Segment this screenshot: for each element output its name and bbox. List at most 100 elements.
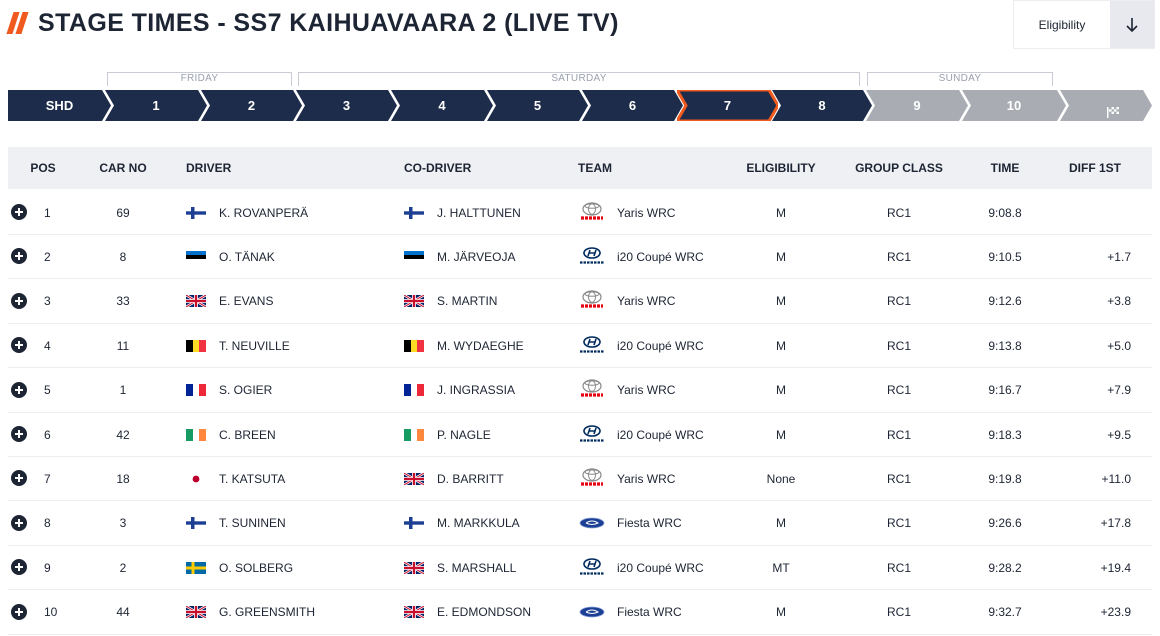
stage-tab-finish[interactable] [1060, 90, 1152, 121]
car-number: 42 [116, 427, 130, 442]
diff-first-cell: +3.8 [1058, 280, 1131, 323]
stage-time: 9:10.5 [988, 249, 1022, 264]
team-name: Yaris WRC [617, 205, 676, 220]
team-name-cell: Yaris WRC [578, 280, 728, 323]
team-name: Fiesta WRC [617, 516, 682, 531]
position-cell: 10 [44, 591, 74, 634]
codriver-name: S. MARTIN [437, 294, 498, 309]
table-row[interactable]: 5 1 S. OGIER J. INGRASSIA Yaris WRC M RC1 9:16.… [8, 369, 1152, 413]
group-class-cell: RC1 [844, 369, 954, 412]
car-number: 33 [116, 294, 130, 309]
table-row[interactable]: 8 3 T. SUNINEN M. MARKKULA Fiesta WRC M RC1 9:2… [8, 502, 1152, 546]
position-cell: 5 [44, 369, 74, 412]
expand-row-icon[interactable] [11, 337, 27, 354]
toyota-logo-icon [578, 201, 617, 224]
team-name: Yaris WRC [617, 471, 676, 486]
eligibility: M [776, 205, 786, 220]
toyota-logo-icon [578, 468, 617, 490]
expand-row-icon[interactable] [11, 514, 27, 531]
codriver-name-cell: S. MARTIN [404, 280, 574, 323]
stage-tab-shd[interactable]: SHD [8, 90, 111, 121]
table-row[interactable]: 4 11 T. NEUVILLE M. WYDAEGHE i20 Coupé WRC M R… [8, 324, 1152, 369]
table-row[interactable]: 3 33 E. EVANS S. MARTIN Yaris WRC M RC1 9:12.6 +… [8, 280, 1152, 324]
stage-tab-3[interactable]: 3 [296, 90, 397, 121]
eligibility-cell: M [730, 413, 832, 456]
table-row[interactable]: 2 8 O. TÄNAK M. JÄRVEOJA i20 Coupé WRC M RC1 9:… [8, 235, 1152, 280]
position-cell: 6 [44, 413, 74, 456]
expand-row-icon[interactable] [11, 603, 27, 620]
eligibility-cell: M [730, 369, 832, 412]
table-row[interactable]: 7 18 T. KATSUTA D. BARRITT Yaris WRC None RC1 9… [8, 457, 1152, 502]
car-number-cell: 42 [88, 413, 158, 456]
expand-row-icon[interactable] [11, 470, 27, 487]
toyota-logo-icon [578, 379, 617, 401]
group-class-cell: RC1 [844, 235, 954, 278]
table-row[interactable]: 9 2 O. SOLBERG S. MARSHALL i20 Coupé WRC MT RC… [8, 546, 1152, 591]
team-name-cell: Yaris WRC [578, 191, 728, 234]
expand-row-icon[interactable] [11, 292, 27, 309]
car-number: 11 [116, 338, 130, 353]
stage-time: 9:12.6 [988, 294, 1022, 309]
stage-tab-8[interactable]: 8 [772, 90, 872, 121]
group-class: RC1 [886, 338, 911, 353]
uk-flag-icon [186, 295, 219, 308]
car-number: 1 [119, 383, 127, 398]
codriver-name-cell: S. MARSHALL [404, 546, 574, 589]
stage-time: 9:08.8 [988, 205, 1022, 220]
position: 2 [44, 249, 51, 264]
driver-name: G. GREENSMITH [219, 605, 316, 620]
codriver-name: S. MARSHALL [437, 560, 517, 575]
stage-tab-9[interactable]: 9 [866, 90, 968, 121]
stage-tab-2[interactable]: 2 [201, 90, 302, 121]
stage-tab-7[interactable]: 7 [677, 90, 778, 121]
diff-first-cell: +1.7 [1058, 235, 1131, 278]
eligibility-filter[interactable]: Eligibility [1013, 0, 1155, 49]
group-class: RC1 [886, 605, 911, 620]
codriver-name-cell: M. WYDAEGHE [404, 324, 574, 367]
stage-tab-10[interactable]: 10 [962, 90, 1066, 121]
ford-logo-icon [578, 601, 617, 623]
stage-time: 9:28.2 [988, 560, 1022, 575]
estonia-flag-icon [186, 250, 219, 263]
table-row[interactable]: 6 42 C. BREEN P. NAGLE i20 Coupé WRC M RC1 9:18… [8, 413, 1152, 457]
eligibility: M [776, 605, 786, 620]
expand-row-icon[interactable] [11, 559, 27, 576]
eligibility-filter-label[interactable]: Eligibility [1014, 1, 1110, 48]
eligibility: M [776, 427, 786, 442]
stage-tab-1[interactable]: 1 [105, 90, 207, 121]
day-label-saturday: SATURDAY [298, 72, 860, 86]
position: 1 [44, 205, 51, 220]
stage-time: 9:26.6 [988, 516, 1022, 531]
position: 4 [44, 338, 51, 353]
stage-time: 9:18.3 [988, 427, 1022, 442]
diff-first: +9.5 [1107, 427, 1131, 442]
stage-time: 9:13.8 [988, 338, 1022, 353]
finland-flag-icon [186, 517, 219, 530]
table-row[interactable]: 10 44 G. GREENSMITH E. EDMONDSON Fiesta WRC M… [8, 591, 1152, 635]
car-number: 8 [119, 249, 127, 264]
table-row[interactable]: 1 69 K. ROVANPERÄ J. HALTTUNEN Yaris WRC M RC1… [8, 191, 1152, 235]
column-header-time: TIME [990, 161, 1020, 175]
position-cell: 3 [44, 280, 74, 323]
stage-tab-4[interactable]: 4 [391, 90, 493, 121]
stage-tab-5[interactable]: 5 [487, 90, 588, 121]
expand-row-icon[interactable] [11, 248, 27, 265]
expand-row-icon[interactable] [11, 426, 27, 442]
codriver-name: M. WYDAEGHE [437, 338, 524, 353]
position: 6 [44, 427, 51, 442]
column-header-driver: DRIVER [186, 161, 232, 175]
car-number-cell: 2 [88, 546, 158, 589]
car-number-cell: 69 [88, 191, 158, 234]
stage-time-cell: 9:12.6 [970, 280, 1040, 323]
hyundai-logo-icon [578, 335, 617, 357]
arrow-down-icon[interactable] [1110, 1, 1154, 48]
group-class-cell: RC1 [844, 502, 954, 545]
expand-row-icon[interactable] [11, 381, 27, 398]
uk-flag-icon [404, 472, 437, 485]
expand-row-icon[interactable] [11, 204, 27, 220]
diff-first-cell: +5.0 [1058, 324, 1131, 367]
stage-time-cell: 9:26.6 [970, 502, 1040, 545]
belgium-flag-icon [186, 339, 219, 352]
stage-label: 5 [533, 98, 542, 113]
stage-tab-6[interactable]: 6 [582, 90, 683, 121]
